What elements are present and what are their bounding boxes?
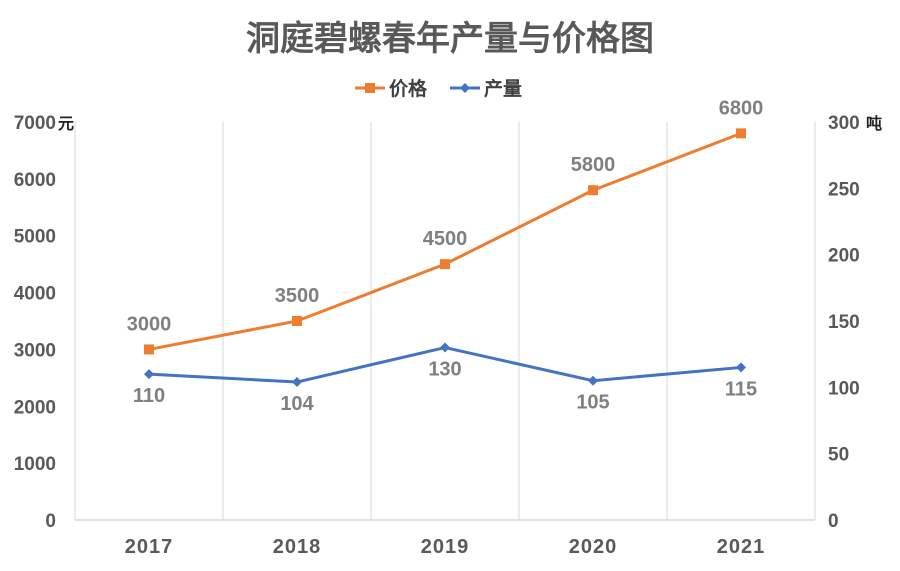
data-point-marker [440, 259, 450, 270]
legend-label: 产量 [484, 77, 522, 100]
data-point-marker [736, 362, 746, 373]
legend-label: 价格 [389, 77, 428, 100]
chart-title: 洞庭碧螺春年产量与价格图 [246, 19, 654, 59]
y-right-tick-label: 250 [828, 179, 860, 200]
data-label: 130 [428, 359, 461, 381]
data-label: 3500 [275, 285, 320, 307]
data-point-marker [440, 342, 450, 353]
y-left-tick-label: 7000 [14, 113, 56, 134]
legend-item-产量: 产量 [450, 77, 522, 100]
data-point-marker [736, 128, 746, 139]
series-layer [144, 128, 746, 388]
x-tick-label: 2020 [569, 536, 618, 558]
data-point-marker [144, 344, 154, 355]
data-label: 4500 [423, 228, 468, 250]
x-tick-label: 2018 [273, 536, 322, 558]
y-left-tick-label: 3000 [14, 340, 56, 361]
data-label: 5800 [571, 154, 616, 176]
y-right-tick-label: 0 [828, 511, 839, 532]
x-tick-label: 2021 [717, 536, 766, 558]
data-point-marker [588, 375, 598, 386]
data-label: 110 [133, 385, 165, 407]
y-right-tick-label: 100 [828, 378, 860, 399]
y-right-tick-label: 50 [828, 445, 849, 466]
data-labels: 3000 3500 4500 5800 6800 110 104 130 105 115 [127, 97, 764, 415]
data-point-marker [588, 185, 598, 196]
y-left-tick-label: 4000 [14, 284, 56, 305]
y-right-unit: 吨 [866, 114, 882, 133]
grid [74, 122, 816, 520]
y-right-tick-label: 300 [828, 113, 860, 134]
legend-swatch-marker [460, 83, 470, 93]
axes: 0 1000 2000 3000 4000 5000 6000 7000 元 0 50 100 150 2… [14, 113, 882, 558]
y-left-unit: 元 [58, 114, 74, 133]
y-left-tick-label: 6000 [14, 170, 56, 191]
y-left-tick-label: 2000 [14, 397, 56, 418]
x-tick-label: 2017 [125, 536, 174, 558]
y-left-tick-label: 1000 [14, 454, 56, 475]
data-label: 3000 [127, 313, 172, 335]
y-left-tick-label: 0 [45, 511, 56, 532]
data-label: 115 [725, 378, 757, 400]
y-right-tick-label: 200 [828, 246, 860, 267]
y-right-tick-label: 150 [828, 312, 860, 333]
legend: 价格 产量 [355, 77, 522, 100]
x-tick-label: 2019 [421, 536, 470, 558]
legend-swatch-marker [365, 83, 375, 93]
y-left-tick-label: 5000 [14, 227, 56, 248]
legend-item-价格: 价格 [355, 77, 428, 100]
data-point-marker [292, 377, 302, 388]
data-point-marker [292, 316, 302, 326]
data-label: 6800 [719, 97, 764, 119]
data-label: 105 [576, 392, 609, 414]
data-point-marker [144, 369, 154, 380]
data-label: 104 [280, 393, 314, 415]
